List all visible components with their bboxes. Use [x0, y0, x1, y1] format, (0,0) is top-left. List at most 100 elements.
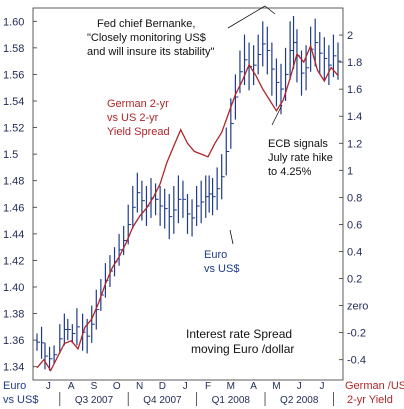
euro-hlc-bars [36, 15, 341, 371]
euro-bar [319, 31, 323, 75]
left-tick-label: 1.46 [3, 202, 24, 214]
right-tick-label: 1 [347, 165, 353, 177]
euro-bar [305, 45, 310, 91]
annotation-ecb-line1: ECB signals [268, 138, 328, 150]
euro-bar [123, 225, 127, 256]
euro-bar [275, 58, 280, 107]
euro-bar [221, 154, 225, 200]
right-tick-label: 0.8 [347, 192, 362, 204]
euro-bar [300, 50, 305, 96]
annotation-fed-line2: "Closely monitoring US$ [87, 32, 206, 44]
x-axis-quarters: Q3 2007 Q4 2007 Q1 2008 Q2 2008 [59, 392, 334, 406]
month-label: M [272, 381, 280, 392]
month-label: A [68, 381, 75, 392]
euro-bar [186, 194, 191, 234]
euro-bar [177, 175, 182, 224]
euro-bar [40, 326, 45, 359]
right-tick-label: 0.2 [347, 274, 362, 286]
left-tick-label: 1.38 [3, 309, 24, 321]
euro-bar [225, 127, 230, 176]
euro-bar [266, 26, 271, 75]
right-tick-label: 1.8 [347, 57, 362, 69]
euro-bar [63, 313, 68, 346]
euro-bar [314, 18, 319, 67]
euro-bar [67, 318, 71, 341]
euro-bar [168, 194, 173, 240]
plot-frame [32, 7, 344, 381]
right-tick-label: -0.2 [347, 328, 366, 340]
month-label: O [113, 381, 121, 392]
euro-bar [71, 324, 76, 343]
euro-bar [289, 21, 294, 80]
month-label: S [91, 381, 98, 392]
quarter-label: Q1 2008 [212, 395, 251, 406]
euro-bar [200, 180, 205, 224]
euro-bar [164, 188, 168, 229]
euro-bar [234, 74, 239, 120]
euro-bar [257, 34, 262, 75]
left-tick-label: 1.42 [3, 255, 24, 267]
right-tick-label: 2 [347, 30, 353, 42]
left-tick-label: 1.34 [3, 362, 24, 374]
euro-bar [132, 186, 136, 229]
euro-bar [216, 167, 221, 210]
right-tick-label: 1.2 [347, 138, 362, 150]
right-axis-label-line1: German /US [345, 380, 404, 392]
euro-bar [118, 233, 123, 266]
yield-spread-line [36, 43, 339, 372]
euro-bar [44, 342, 48, 370]
yield-spread-series [36, 43, 339, 372]
left-axis-label-line2: vs US$ [3, 394, 38, 406]
euro-bar [191, 199, 196, 237]
month-label: A [250, 381, 257, 392]
left-tick-label: 1.56 [3, 69, 24, 81]
euro-bar [280, 63, 284, 115]
month-label: N [136, 381, 143, 392]
right-tick-label: 0.4 [347, 246, 362, 258]
euro-bar [48, 346, 53, 371]
annotation-fed-line3: and will insure its stability" [87, 46, 214, 58]
euro-bar [337, 42, 341, 80]
euro-bar [271, 42, 275, 96]
euro-bar [253, 45, 257, 86]
left-axis-label-line1: Euro [3, 380, 26, 392]
euro-bar [136, 172, 141, 213]
right-tick-label: -0.4 [347, 355, 366, 367]
left-tick-label: 1.60 [3, 16, 24, 28]
right-axis-label-line2: 2-yr Yield [347, 394, 393, 406]
left-tick-label: 1.52 [3, 123, 24, 135]
annotation-fed-line1: Fed chief Bernanke, [97, 18, 195, 30]
annotation-euro-line1: Euro [204, 249, 227, 261]
month-label: J [183, 381, 188, 392]
left-tick-label: 1.5 [3, 149, 18, 161]
left-tick-label: 1.58 [3, 43, 24, 55]
euro-bar [173, 186, 177, 234]
month-label: J [320, 381, 325, 392]
annotation-arrow-fed-1 [227, 5, 266, 29]
right-tick-label: 1.4 [347, 111, 362, 123]
month-label: J [46, 381, 51, 392]
euro-bar [328, 45, 332, 86]
euro-bar [53, 345, 58, 365]
month-label: D [159, 381, 166, 392]
euro-bar [59, 324, 63, 354]
annotation-arrow-euro [229, 229, 234, 245]
euro-bar [208, 175, 213, 213]
euro-bar [196, 186, 200, 226]
left-tick-label: 1.54 [3, 96, 24, 108]
euro-bar [91, 305, 95, 343]
euro-bar [262, 21, 266, 67]
annotation-ecb-line2: July rate hike [268, 152, 333, 164]
left-tick-label: 1.36 [3, 335, 24, 347]
month-label: M [227, 381, 235, 392]
month-label: J [297, 381, 302, 392]
euro-bar [154, 183, 159, 216]
annotation-arrow-ecb [271, 104, 283, 126]
annotation-german-line1: German 2-yr [107, 98, 169, 110]
left-tick-label: 1.48 [3, 176, 24, 188]
left-axis-ticks: 1.60 1.58 1.56 1.54 1.52 1.5 1.48 1.46 1.44 1.42 1… [3, 16, 37, 374]
right-tick-label: zero [347, 301, 368, 313]
euro-bar [211, 178, 216, 216]
